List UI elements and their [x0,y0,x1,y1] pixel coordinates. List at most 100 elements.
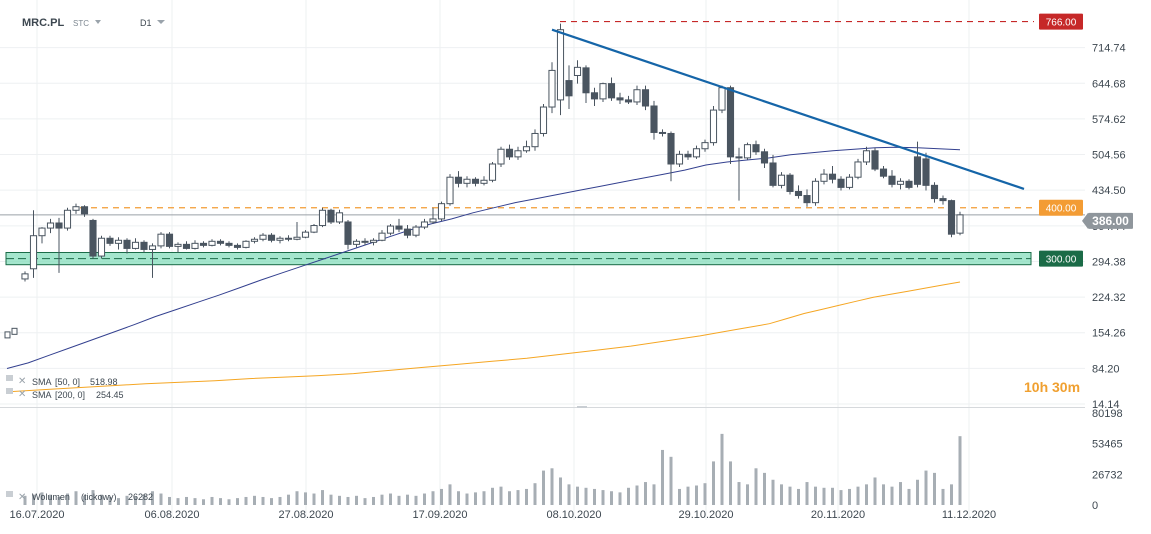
volume-bar[interactable] [814,486,817,505]
volume-bar[interactable] [312,493,316,505]
volume-bar[interactable] [125,495,129,505]
candle[interactable] [565,65,573,110]
volume-bar[interactable] [933,472,936,505]
volume-bar[interactable] [278,496,282,505]
candle[interactable] [624,95,633,104]
volume-bar[interactable] [185,496,188,505]
volume-bar[interactable] [627,487,630,505]
volume-bar[interactable] [576,486,579,505]
market-dropdown-icon[interactable] [95,20,101,24]
candle[interactable] [216,239,225,246]
candle[interactable] [701,139,709,152]
candle[interactable] [599,82,607,102]
candle[interactable] [735,147,743,201]
candle[interactable] [633,85,641,105]
candle[interactable] [437,201,446,221]
candle[interactable] [72,203,80,214]
volume-bar[interactable] [703,483,707,505]
candle[interactable] [250,237,259,244]
volume-bar[interactable] [423,493,426,505]
candle[interactable] [641,85,650,111]
candle[interactable] [344,219,352,250]
volume-bar[interactable] [508,491,511,505]
volume-bar[interactable] [176,498,180,505]
volume-bar[interactable] [848,488,851,505]
volume-bar[interactable] [593,488,596,505]
label-current-price[interactable]: 386.00 [1082,212,1133,229]
candle[interactable] [539,103,548,137]
volume-bar[interactable] [355,495,358,505]
candle[interactable] [89,218,97,259]
candle[interactable] [573,60,582,84]
volume-bar[interactable] [236,498,239,505]
volume-bar[interactable] [261,496,265,505]
candle[interactable] [590,87,599,107]
volume-bar[interactable] [151,491,154,505]
volume-bar[interactable] [66,493,69,505]
candle[interactable] [582,65,590,103]
volume-bar[interactable] [899,482,902,505]
sma200-line[interactable] [6,281,961,393]
candle[interactable] [310,224,318,234]
volume-bar[interactable] [542,470,545,505]
volume-bar[interactable] [414,495,418,505]
candle[interactable] [114,237,123,250]
candle[interactable] [514,146,522,160]
volume-bar[interactable] [516,490,520,505]
volume-bar[interactable] [482,491,486,505]
volume-bar[interactable] [890,486,894,505]
candle[interactable] [446,174,454,206]
volume-bar[interactable] [567,484,571,505]
candle[interactable] [191,240,199,250]
volume-bar[interactable] [210,496,214,505]
volume-bar[interactable] [32,494,35,505]
candle[interactable] [97,235,106,259]
candle[interactable] [556,23,565,116]
candle[interactable] [675,150,684,168]
candle[interactable] [395,218,403,233]
volume-bar[interactable] [83,495,86,505]
volume-bar[interactable] [610,491,613,505]
candle[interactable] [488,161,497,183]
interval-label[interactable]: D1 [140,18,152,28]
candle[interactable] [157,232,165,249]
volume-bar[interactable] [440,488,443,505]
candle[interactable] [607,77,616,101]
volume-bar[interactable] [950,484,953,505]
label-400[interactable]: 400.00 [1039,199,1083,216]
candle[interactable] [811,178,820,206]
volume-bar[interactable] [219,498,222,505]
candle[interactable] [862,146,871,166]
label-766[interactable]: 766.00 [1039,13,1083,30]
candle[interactable] [386,224,395,236]
candle[interactable] [718,85,726,114]
candle[interactable] [820,169,828,185]
candle[interactable] [505,144,514,160]
volume-bar[interactable] [287,494,290,505]
volume-bar[interactable] [253,495,256,505]
volume-bar[interactable] [474,492,477,505]
candle[interactable] [879,166,888,179]
volume-bar[interactable] [635,485,639,505]
volume-bar[interactable] [227,499,231,505]
volume-bar[interactable] [958,436,962,505]
candle[interactable] [939,195,947,205]
candle[interactable] [276,236,284,244]
volume-bar[interactable] [117,498,120,505]
candle[interactable] [225,241,233,248]
candle[interactable] [140,240,148,253]
volume-bar[interactable] [457,491,460,505]
candle[interactable] [199,241,208,248]
volume-bar[interactable] [780,484,783,505]
candle[interactable] [38,227,46,244]
candle[interactable] [267,233,276,243]
volume-bar[interactable] [389,493,392,505]
volume-bar[interactable] [533,483,537,505]
candle[interactable] [752,140,760,155]
candle[interactable] [769,154,777,188]
candle[interactable] [726,85,735,164]
volume-bar[interactable] [873,477,877,505]
volume-bar[interactable] [644,482,647,505]
volume-bar[interactable] [321,490,324,505]
